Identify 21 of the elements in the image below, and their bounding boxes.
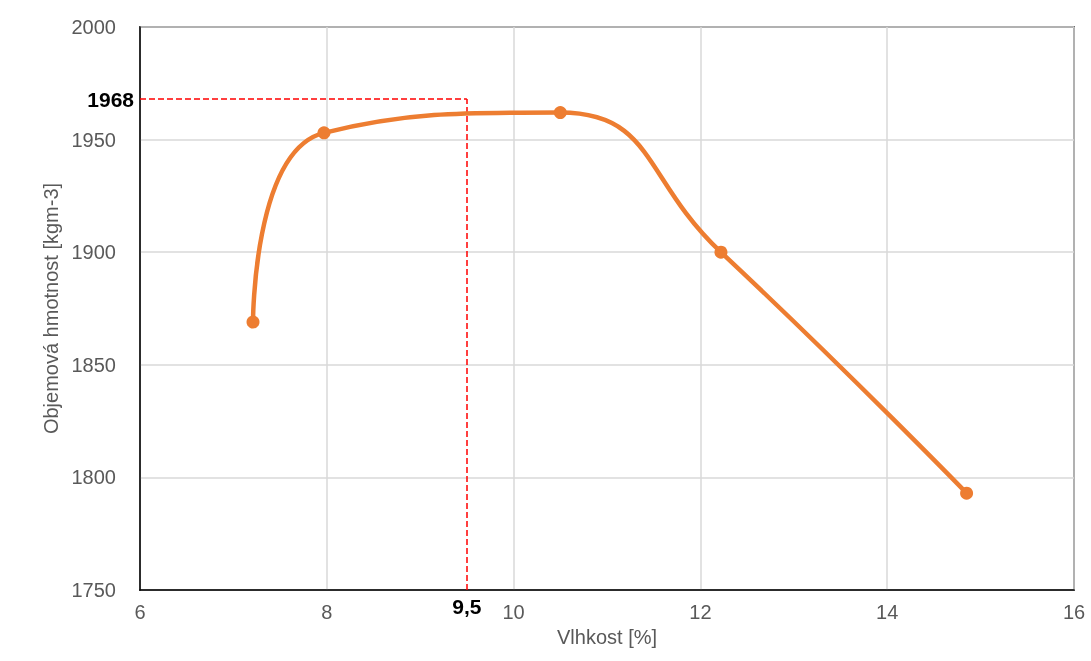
x-tick-label: 10 (502, 601, 525, 623)
point (714, 245, 728, 259)
x-tick-label: 6 (134, 601, 146, 623)
point (960, 486, 974, 500)
y-tick-label: 2000 (71, 16, 116, 38)
point (553, 106, 567, 120)
y-tick-label: 1850 (71, 353, 116, 376)
ref-line-label: 9,5 (452, 595, 482, 618)
y-tick-label: 1750 (71, 579, 116, 601)
x-axis-title: Vlhkost [%] (556, 625, 658, 648)
y-tick-label: 1800 (71, 466, 116, 489)
x-tick-label: 8 (321, 601, 333, 623)
x-tick-label: 14 (876, 601, 899, 623)
point (317, 126, 331, 140)
ref-line-label: 1968 (87, 87, 135, 111)
y-axis-title: Objemová hmotnost [kgm-3] (39, 182, 62, 435)
x-tick-label: 16 (1062, 601, 1086, 623)
point (246, 315, 260, 329)
y-tick-label: 1900 (71, 241, 116, 264)
x-tick-label: 12 (689, 601, 712, 623)
y-tick-label: 1950 (71, 128, 116, 151)
